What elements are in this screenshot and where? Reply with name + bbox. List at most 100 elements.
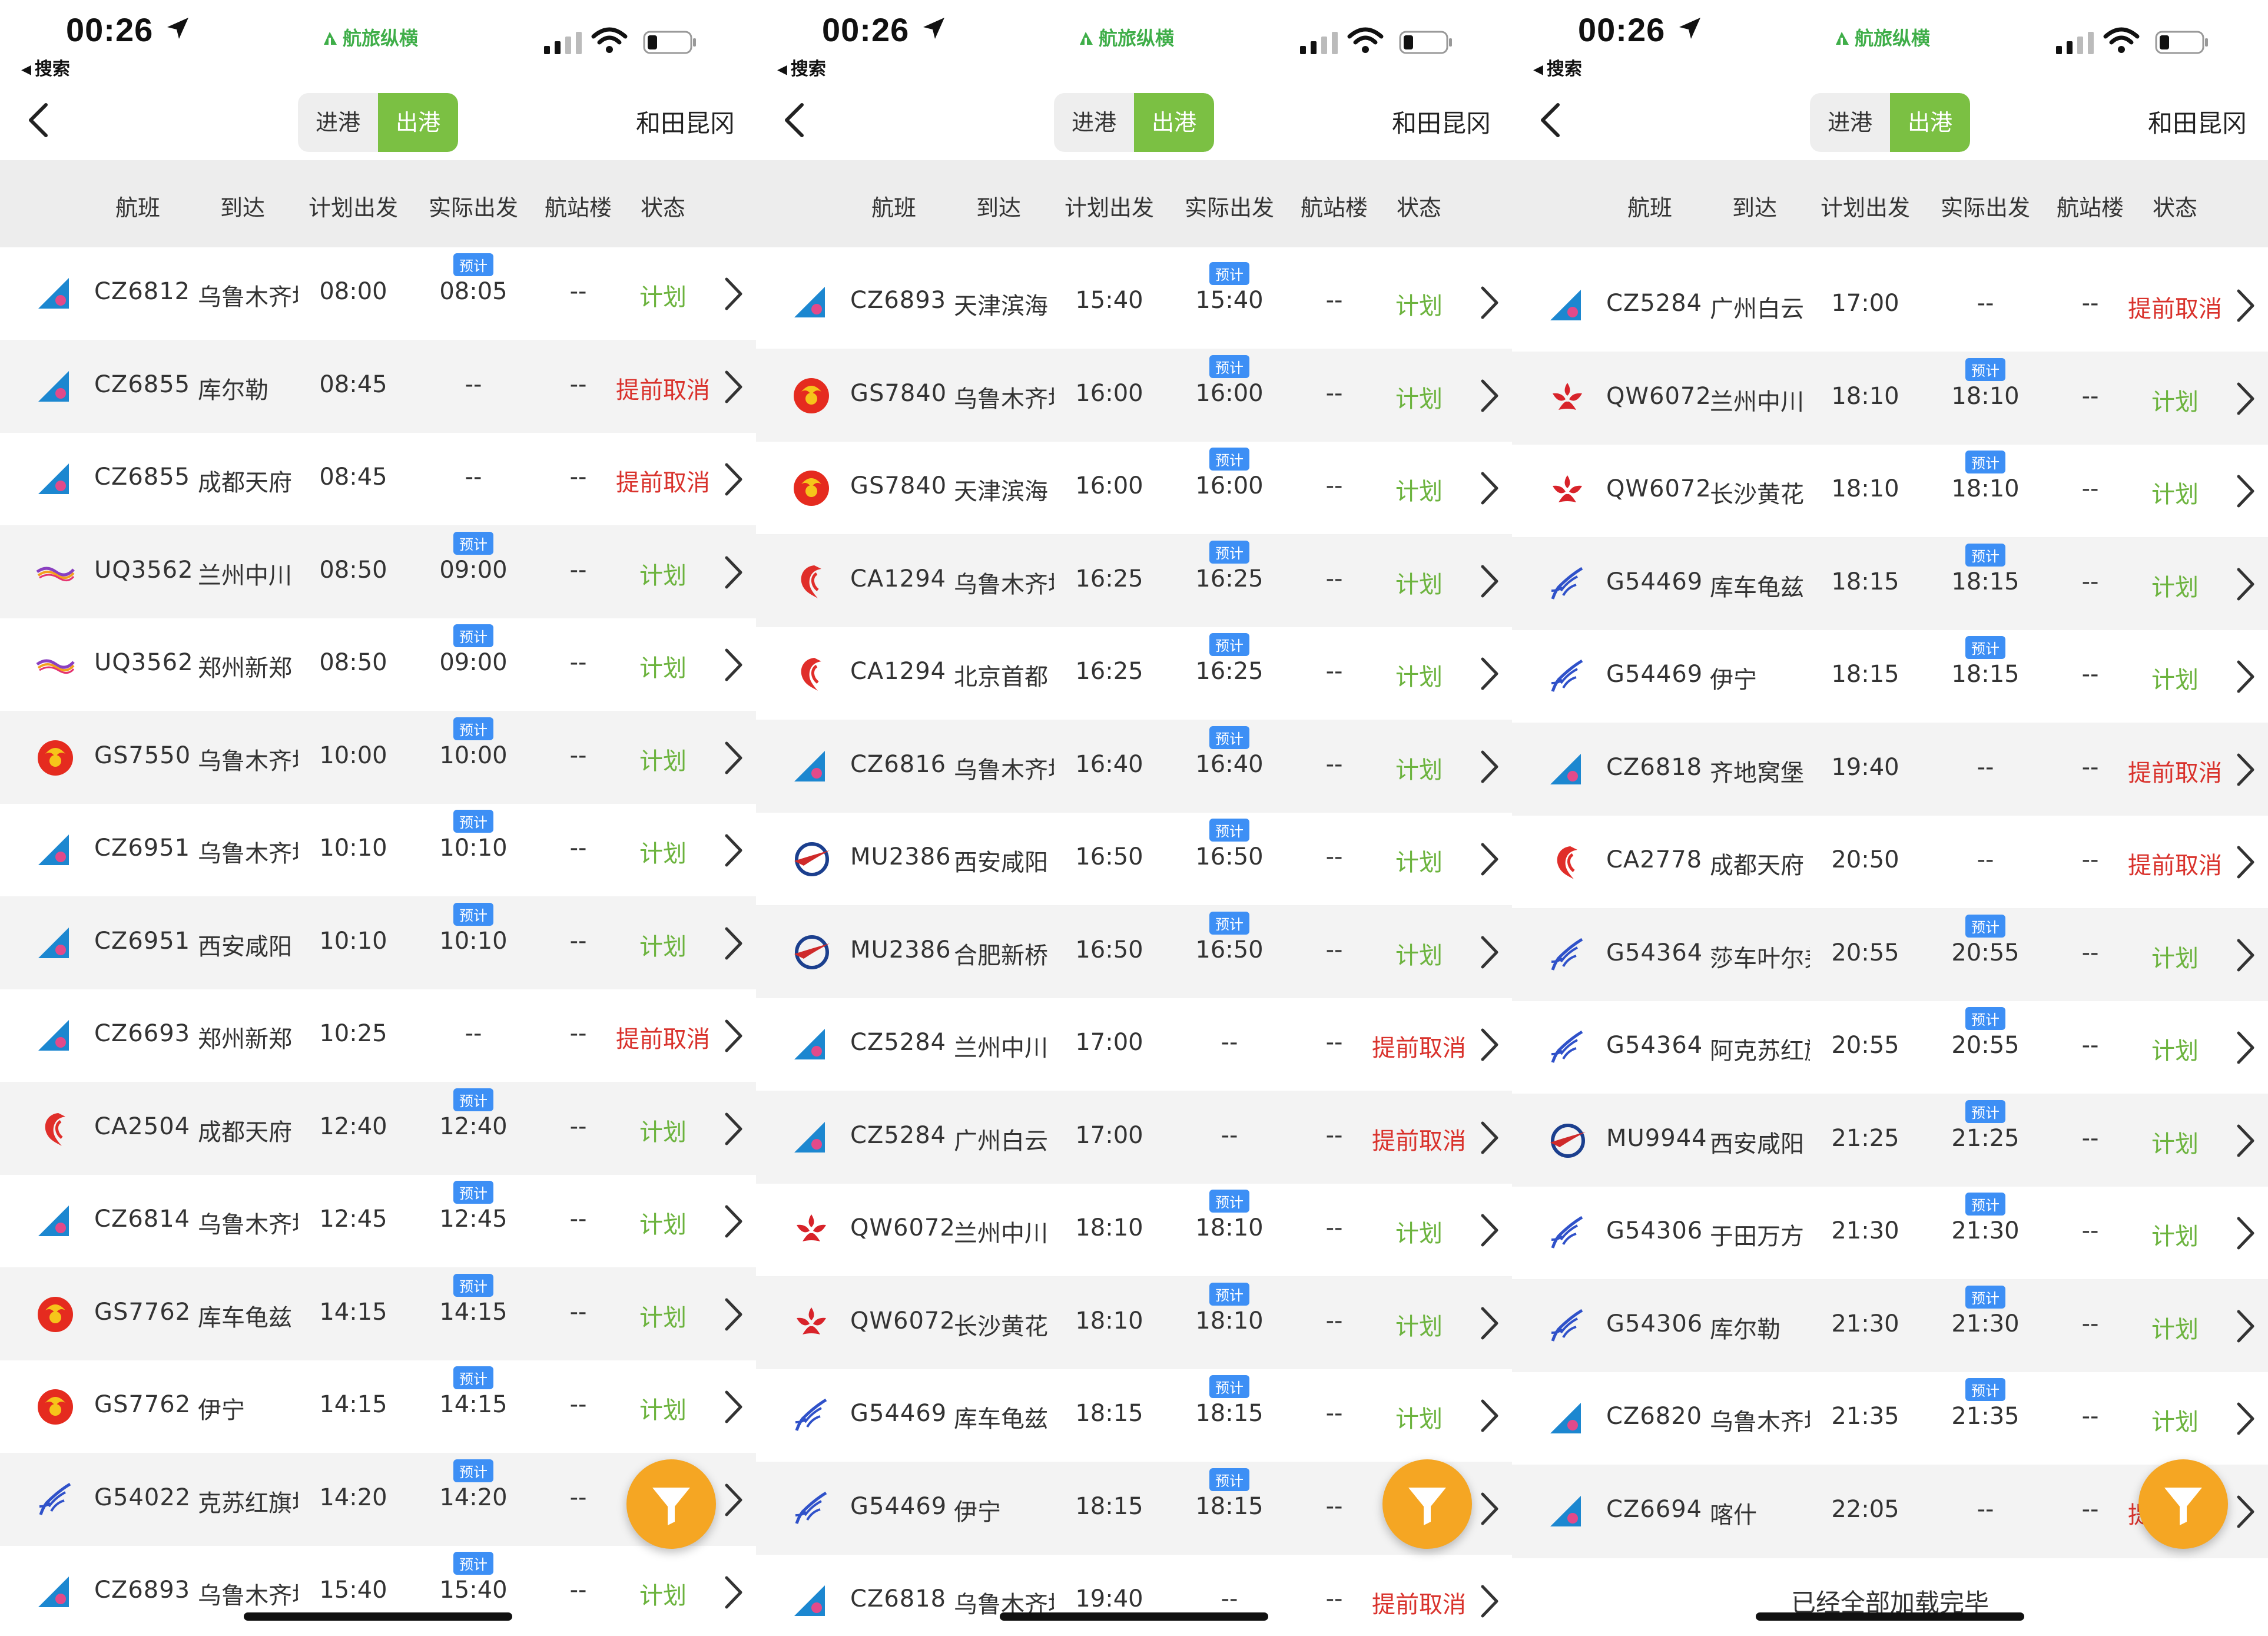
flight-row[interactable]: G54306 库尔勒 21:30 预计 21:30 -- 计划 (1512, 1280, 2268, 1373)
col-status-header: 状态 (2152, 195, 2198, 221)
battery-icon (2155, 31, 2208, 54)
flight-row[interactable]: CA1294 北京首都 16:25 预计 16:25 -- 计划 (756, 627, 1512, 720)
col-terminal-header: 航站楼 (544, 195, 612, 221)
app-logo-icon (324, 32, 337, 45)
flight-row[interactable]: CZ6818 齐地窝堡 19:40 -- -- 提前取消 (1512, 723, 2268, 816)
estimate-badge: 预计 (1209, 448, 1249, 471)
flight-row[interactable]: GS7762 伊宁 14:15 预计 14:15 -- 计划 (0, 1360, 756, 1453)
flight-row[interactable]: CZ6855 库尔勒 08:45 -- -- 提前取消 (0, 340, 756, 433)
flight-number: CZ6893 (850, 287, 947, 314)
flight-number: G54364 (1606, 939, 1703, 966)
flight-row[interactable]: G54469 库车龟兹 18:15 预计 18:15 -- 计划 (1512, 538, 2268, 631)
flight-row[interactable]: G54469 库车龟兹 18:15 预计 18:15 -- 计划 (756, 1369, 1512, 1462)
tab-departures[interactable]: 出港 (378, 93, 458, 152)
actual-time: 18:15 (1951, 661, 2020, 688)
home-indicator (1756, 1612, 2024, 1621)
flight-row[interactable]: QW6072 兰州中川 18:10 预计 18:10 -- 计划 (756, 1184, 1512, 1277)
chevron-right-icon (1481, 1028, 1498, 1061)
flight-row[interactable]: CZ6951 西安咸阳 10:10 预计 10:10 -- 计划 (0, 897, 756, 990)
flight-row[interactable]: MU2386 西安咸阳 16:50 预计 16:50 -- 计划 (756, 813, 1512, 906)
flight-row[interactable]: MU9944 西安咸阳 21:25 预计 21:25 -- 计划 (1512, 1094, 2268, 1187)
back-triangle-icon: ◀ (777, 62, 787, 77)
actual-time: 09:00 (439, 649, 508, 676)
tab-departures[interactable]: 出港 (1890, 93, 1970, 152)
back-to-search-link[interactable]: ◀ 搜索 (21, 54, 70, 80)
status-time: 00:26 (66, 11, 154, 48)
back-to-search-link[interactable]: ◀ 搜索 (777, 54, 826, 80)
flight-row[interactable]: UQ3562 兰州中川 08:50 预计 09:00 -- 计划 (0, 526, 756, 619)
flight-row[interactable]: GS7762 库车龟兹 14:15 预计 14:15 -- 计划 (0, 1268, 756, 1361)
flight-row[interactable]: QW6072 长沙黄花 18:10 预计 18:10 -- 计划 (756, 1277, 1512, 1370)
table-header: 航班 到达 计划出发 实际出发 航站楼 状态 (756, 160, 1512, 247)
flight-number: CZ6818 (850, 1585, 947, 1612)
tab-arrivals[interactable]: 进港 (1071, 110, 1116, 135)
flight-row[interactable]: CZ6855 成都天府 08:45 -- -- 提前取消 (0, 433, 756, 526)
col-terminal-header: 航站楼 (1300, 195, 1368, 221)
filter-button[interactable] (1382, 1459, 1472, 1549)
back-to-search-link[interactable]: ◀ 搜索 (1533, 54, 1582, 80)
destination: 乌鲁木齐地 (954, 386, 1054, 413)
actual-time: 16:40 (1195, 751, 1264, 778)
flight-row[interactable]: CZ6893 天津滨海 15:40 预计 15:40 -- 计划 (756, 256, 1512, 349)
actual-time: 16:50 (1195, 936, 1264, 963)
terminal: -- (2081, 1125, 2099, 1152)
scheduled-time: 20:50 (1831, 846, 1899, 873)
flight-row[interactable]: UQ3562 郑州新郑 08:50 预计 09:00 -- 计划 (0, 618, 756, 711)
flight-row[interactable]: CA2504 成都天府 12:40 预计 12:40 -- 计划 (0, 1082, 756, 1175)
flight-status: 计划 (639, 1304, 687, 1332)
flight-row[interactable]: CZ5284 兰州中川 17:00 -- -- 提前取消 (756, 998, 1512, 1091)
estimate-badge: 预计 (453, 810, 493, 833)
tianjin-airlines-logo-icon (794, 471, 829, 506)
scheduled-time: 16:40 (1075, 751, 1143, 778)
scheduled-time: 14:15 (319, 1299, 387, 1326)
flight-row[interactable]: QW6072 长沙黄花 18:10 预计 18:10 -- 计划 (1512, 445, 2268, 538)
scheduled-time: 08:45 (319, 463, 387, 491)
terminal: -- (2081, 754, 2099, 781)
terminal: -- (1325, 1122, 1343, 1149)
flight-number: G54469 (1606, 568, 1703, 595)
flight-row[interactable]: CZ5284 广州白云 17:00 -- -- 提前取消 (756, 1091, 1512, 1184)
destination: 乌鲁木齐地 (198, 284, 298, 311)
flight-row[interactable]: MU2386 合肥新桥 16:50 预计 16:50 -- 计划 (756, 906, 1512, 999)
flight-row[interactable]: CA2778 成都天府 20:50 -- -- 提前取消 (1512, 816, 2268, 909)
estimate-badge: 预计 (1209, 726, 1249, 749)
flight-number: GS7550 (94, 742, 191, 769)
col-status-header: 状态 (1396, 195, 1442, 221)
actual-time: 18:15 (1195, 1400, 1264, 1427)
flight-row[interactable]: CZ6693 郑州新郑 10:25 -- -- 提前取消 (0, 989, 756, 1082)
flight-row[interactable]: CZ5284 广州白云 17:00 -- -- 提前取消 (1512, 259, 2268, 352)
estimate-badge: 预计 (1209, 355, 1249, 378)
flight-status: 提前取消 (616, 1026, 710, 1053)
flight-row[interactable]: CZ6818乌鲁木齐地19:40----提前取消 (756, 1555, 1512, 1636)
tab-departures[interactable]: 出港 (1134, 93, 1214, 152)
chevron-right-icon (1481, 565, 1498, 598)
filter-button[interactable] (2138, 1459, 2228, 1549)
scheduled-time: 12:45 (319, 1206, 387, 1233)
flight-row[interactable]: G54306 于田万方 21:30 预计 21:30 -- 计划 (1512, 1187, 2268, 1280)
scheduled-time: 18:15 (1831, 568, 1899, 595)
flight-status: 计划 (1395, 1220, 1443, 1247)
actual-time: 21:25 (1951, 1125, 2020, 1152)
filter-button[interactable] (626, 1459, 716, 1549)
flight-row[interactable]: GS7840 天津滨海 16:00 预计 16:00 -- 计划 (756, 442, 1512, 535)
airport-name: 和田昆冈 (2147, 109, 2247, 138)
chevron-right-icon (725, 1390, 742, 1423)
chevron-right-icon (725, 1298, 742, 1331)
flight-row[interactable]: QW6072 兰州中川 18:10 预计 18:10 -- 计划 (1512, 352, 2268, 445)
flight-status: 计划 (1395, 478, 1443, 505)
tab-arrivals[interactable]: 进港 (315, 110, 360, 135)
tab-arrivals[interactable]: 进港 (1827, 110, 1872, 135)
